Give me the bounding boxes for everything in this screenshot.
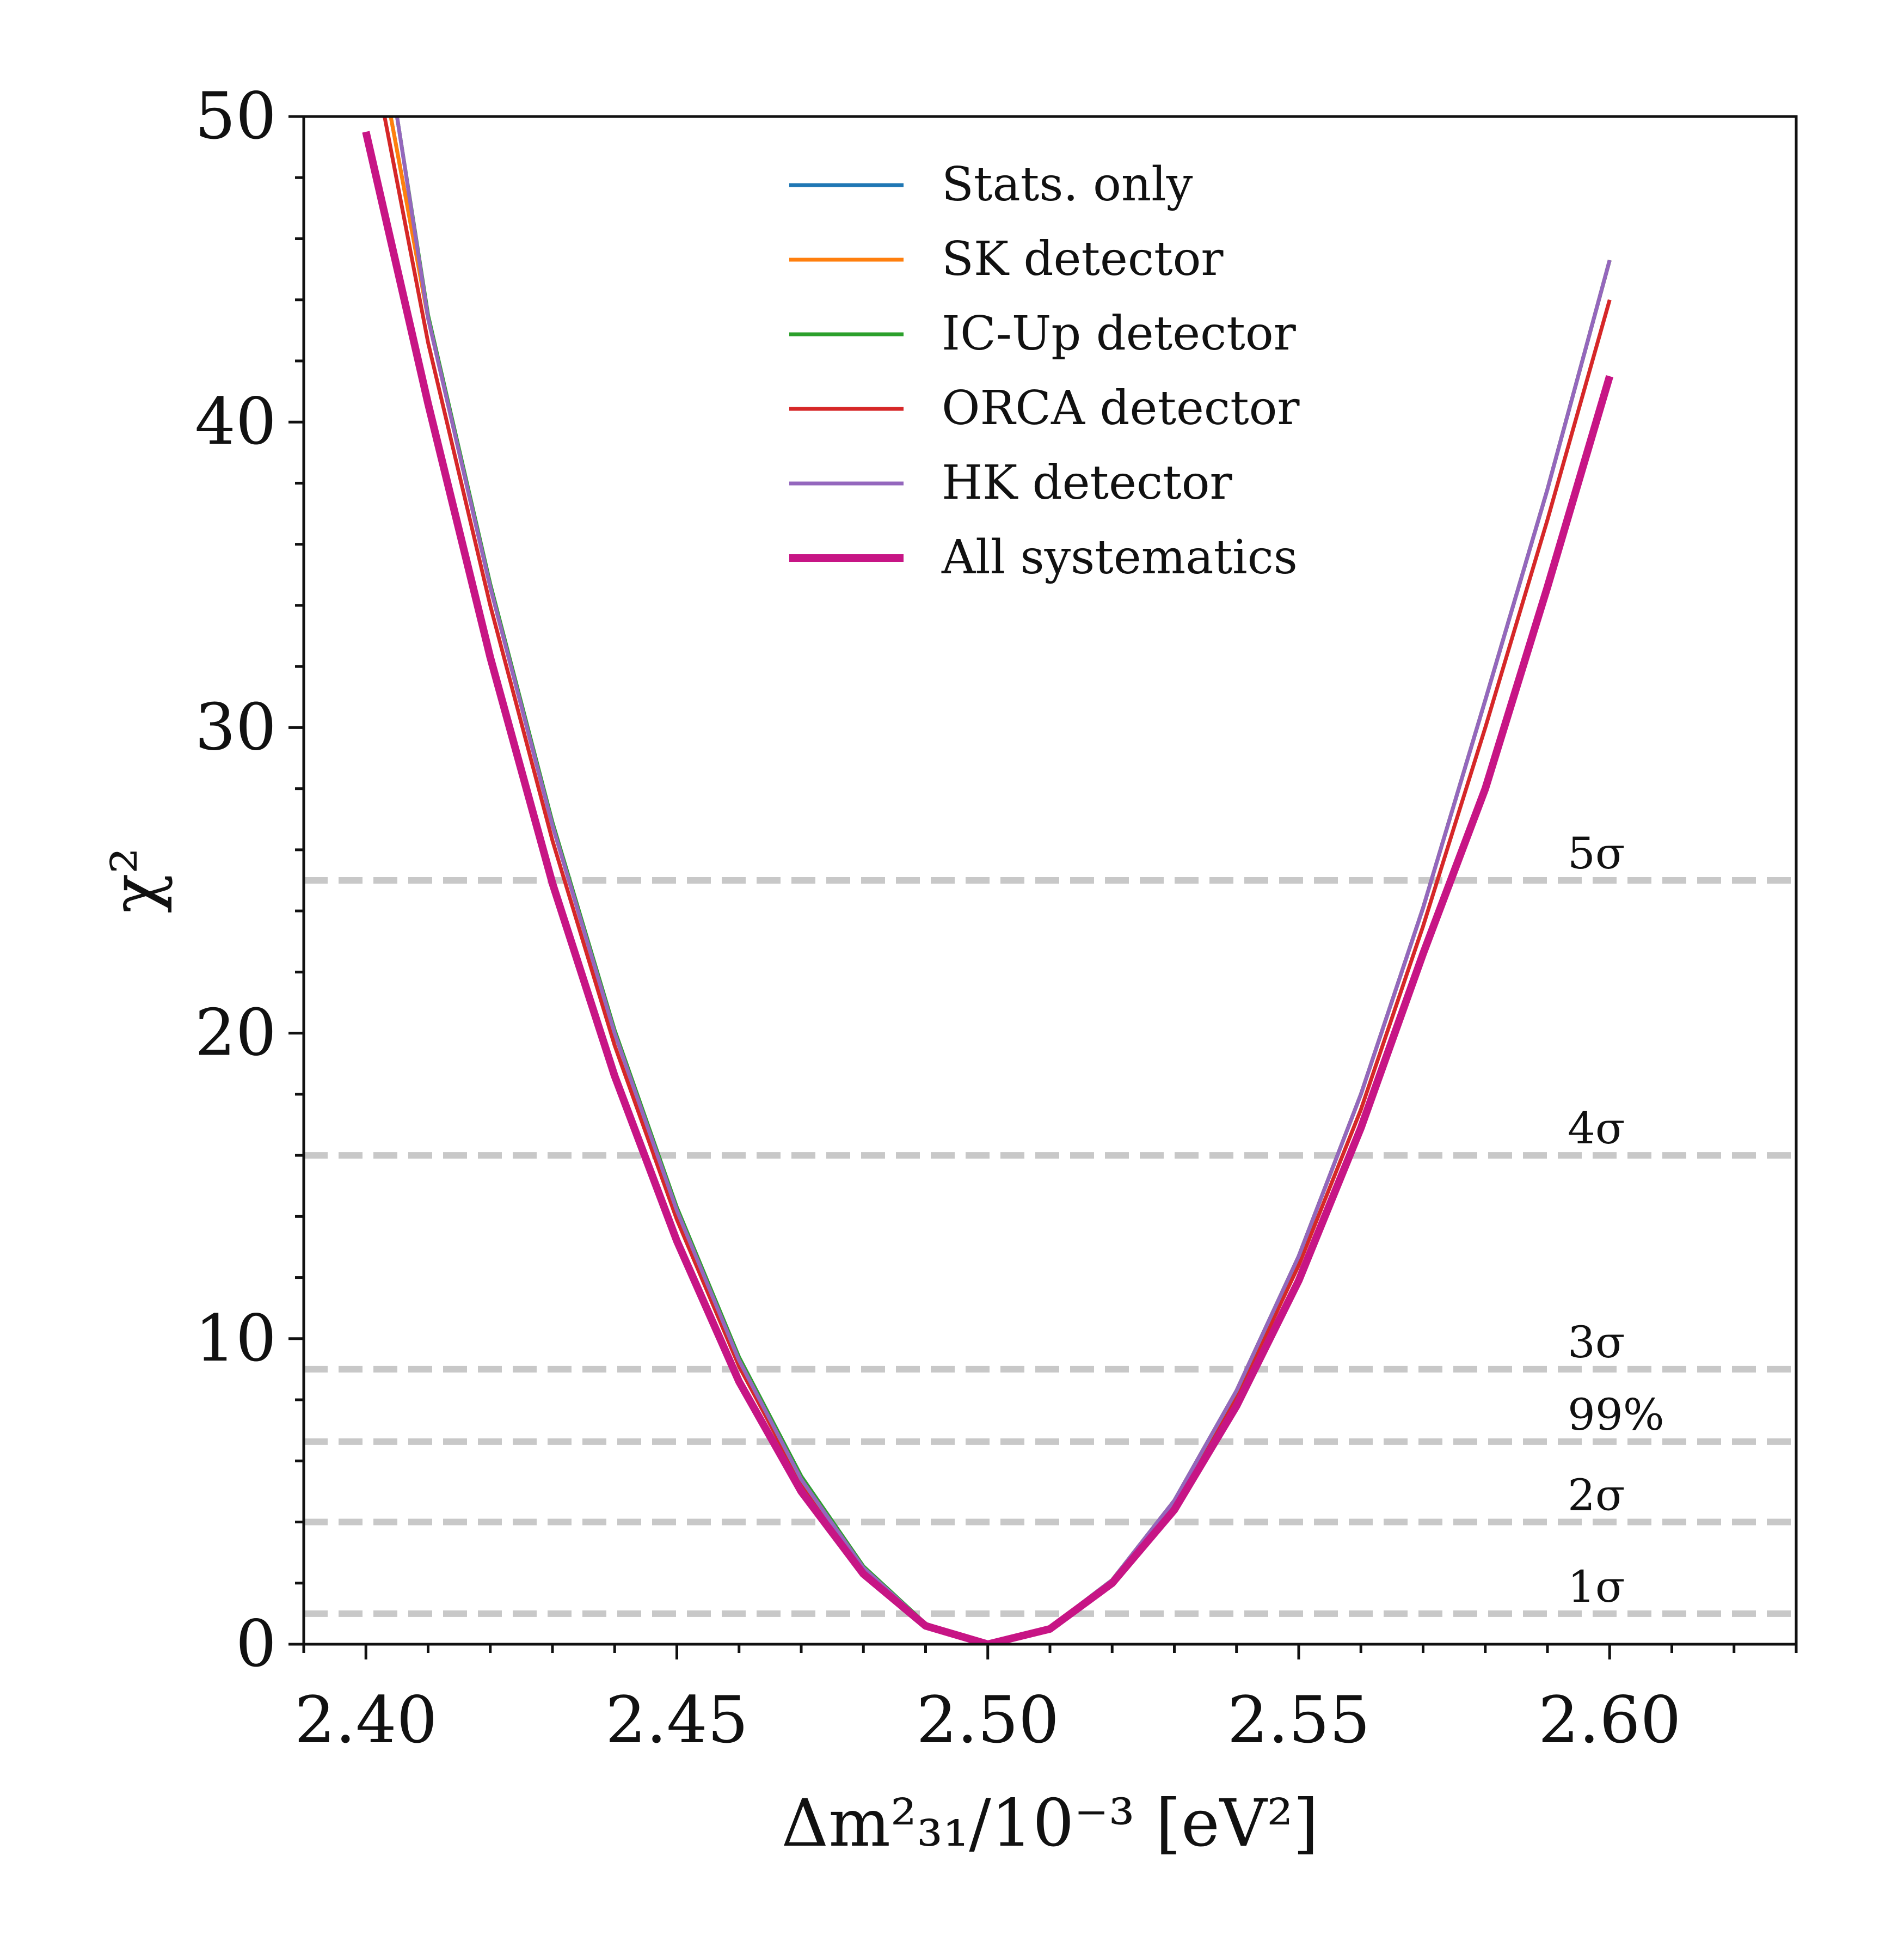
series-line-5 [362,131,1614,1644]
reference-label-1: 2σ [1568,1470,1625,1521]
y-tick-label-4: 40 [195,384,277,459]
series-line-4 [395,117,1612,1644]
legend-label-3: ORCA detector [942,381,1300,436]
y-axis-label: χ² [98,848,174,914]
legend-label-1: SK detector [942,232,1224,286]
x-axis-label: Δm²₃₁/10⁻³ [eV²] [782,1786,1319,1861]
x-axis-ticks: 2.40 2.45 2.50 2.55 2.60 [294,1644,1798,1757]
reference-label-2: 99% [1568,1389,1664,1440]
y-tick-label-2: 20 [195,995,277,1070]
x-tick-label-3: 2.55 [1227,1682,1371,1757]
legend: Stats. only SK detector IC-Up detector ORCA… [789,157,1300,585]
reference-label-0: 1σ [1568,1561,1625,1612]
x-tick-label-0: 2.40 [294,1682,438,1757]
legend-label-2: IC-Up detector [942,307,1297,361]
x-tick-label-4: 2.60 [1538,1682,1681,1757]
y-axis-ticks: 0 10 20 30 40 50 [195,78,304,1681]
x-tick-label-2: 2.50 [916,1682,1059,1757]
legend-label-5: All systematics [941,530,1298,585]
y-tick-label-3: 30 [195,689,277,764]
series-lines [362,117,1614,1644]
reference-label-5: 5σ [1568,828,1625,879]
x-tick-label-1: 2.45 [605,1682,748,1757]
legend-label-4: HK detector [942,456,1232,510]
reference-label-3: 3σ [1568,1317,1625,1368]
reference-label-4: 4σ [1568,1103,1625,1154]
y-tick-label-5: 50 [195,78,277,154]
y-tick-label-0: 0 [236,1606,277,1681]
series-line-3 [383,117,1612,1644]
y-tick-label-1: 10 [195,1301,277,1376]
legend-label-0: Stats. only [942,157,1193,212]
reference-lines: 1σ 2σ 99% 3σ 4σ 5σ [304,828,1796,1617]
